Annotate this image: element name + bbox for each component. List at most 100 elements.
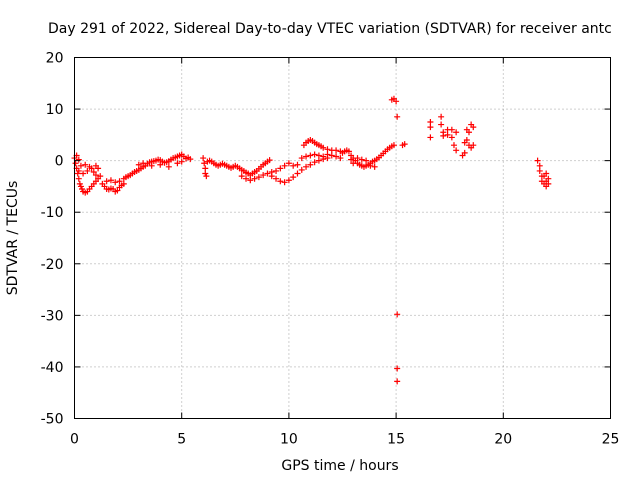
data-point (165, 163, 172, 170)
x-axis-label: GPS time / hours (281, 458, 398, 474)
data-point (285, 160, 292, 167)
data-point (307, 161, 314, 168)
data-point (273, 167, 280, 174)
data-point (298, 155, 305, 162)
data-point (72, 160, 79, 167)
data-point (311, 151, 318, 158)
x-tick-label: 20 (494, 432, 512, 448)
y-axis-label: SDTVAR / TECUs (5, 181, 21, 296)
data-point (324, 151, 331, 158)
data-point (393, 98, 400, 105)
data-point (120, 180, 127, 187)
data-point (75, 167, 82, 174)
data-point (247, 177, 254, 184)
data-point (103, 178, 110, 185)
data-point (470, 142, 477, 149)
data-point (174, 160, 181, 167)
y-tick-label: -10 (41, 205, 64, 221)
data-point (320, 153, 327, 160)
data-point (328, 152, 335, 159)
data-point (401, 141, 408, 148)
data-point (243, 175, 250, 182)
data-point (277, 165, 284, 172)
data-point (363, 157, 370, 164)
data-point (95, 165, 102, 172)
data-point (438, 121, 445, 128)
data-point (294, 170, 301, 177)
data-point (427, 134, 434, 141)
data-point (298, 166, 305, 173)
data-point (281, 162, 288, 169)
grid-lines (74, 57, 611, 419)
data-point (534, 157, 541, 164)
data-point (465, 129, 472, 136)
data-point (157, 161, 164, 168)
y-tick-label: 20 (46, 51, 64, 67)
data-point (536, 167, 543, 174)
x-tick-label: 25 (602, 432, 620, 448)
data-point (266, 157, 273, 164)
data-point (453, 129, 460, 136)
data-point (448, 126, 455, 133)
data-point (371, 163, 378, 170)
data-point (394, 378, 401, 385)
data-point (80, 170, 87, 177)
data-point (345, 148, 352, 155)
data-point (440, 132, 447, 139)
y-tick-label: -20 (41, 257, 64, 273)
data-point (303, 153, 310, 160)
data-points (71, 95, 552, 385)
x-tick-label: 5 (177, 432, 186, 448)
data-point (333, 147, 340, 154)
x-tick-label: 10 (280, 432, 298, 448)
data-point (450, 142, 457, 149)
data-point (273, 175, 280, 182)
y-tick-label: 10 (46, 102, 64, 118)
data-point (202, 165, 209, 172)
data-point (264, 170, 271, 177)
data-point (444, 131, 451, 138)
data-point (75, 175, 82, 182)
data-point (255, 174, 262, 181)
data-point (75, 156, 82, 163)
chart-title: Day 291 of 2022, Sidereal Day-to-day VTE… (48, 21, 612, 37)
data-point (303, 163, 310, 170)
data-point (86, 163, 93, 170)
data-point (333, 153, 340, 160)
data-point (367, 162, 374, 169)
data-point (448, 134, 455, 141)
data-point (394, 365, 401, 372)
data-point (90, 168, 97, 175)
data-point (107, 177, 114, 184)
data-point (260, 172, 267, 179)
data-point (294, 161, 301, 168)
data-point (358, 156, 365, 163)
data-point (315, 152, 322, 159)
data-point (394, 113, 401, 120)
data-point (307, 152, 314, 159)
data-point (82, 161, 89, 168)
data-point (97, 173, 104, 180)
y-tick-label: 0 (55, 154, 64, 170)
x-tick-label: 0 (70, 432, 79, 448)
data-point (438, 113, 445, 120)
data-point (461, 149, 468, 156)
data-point (348, 156, 355, 163)
data-point (290, 162, 297, 169)
data-point (148, 162, 155, 169)
data-point (394, 311, 401, 318)
data-point (354, 155, 361, 162)
data-point (92, 172, 99, 179)
data-point (470, 124, 477, 131)
data-point (427, 124, 434, 131)
data-point (536, 162, 543, 169)
data-point (324, 146, 331, 153)
data-point (238, 173, 245, 180)
data-point (187, 156, 194, 163)
data-point (350, 160, 357, 167)
y-tick-label: -30 (41, 308, 64, 324)
data-point (315, 157, 322, 164)
data-point (285, 177, 292, 184)
data-point (114, 187, 121, 194)
